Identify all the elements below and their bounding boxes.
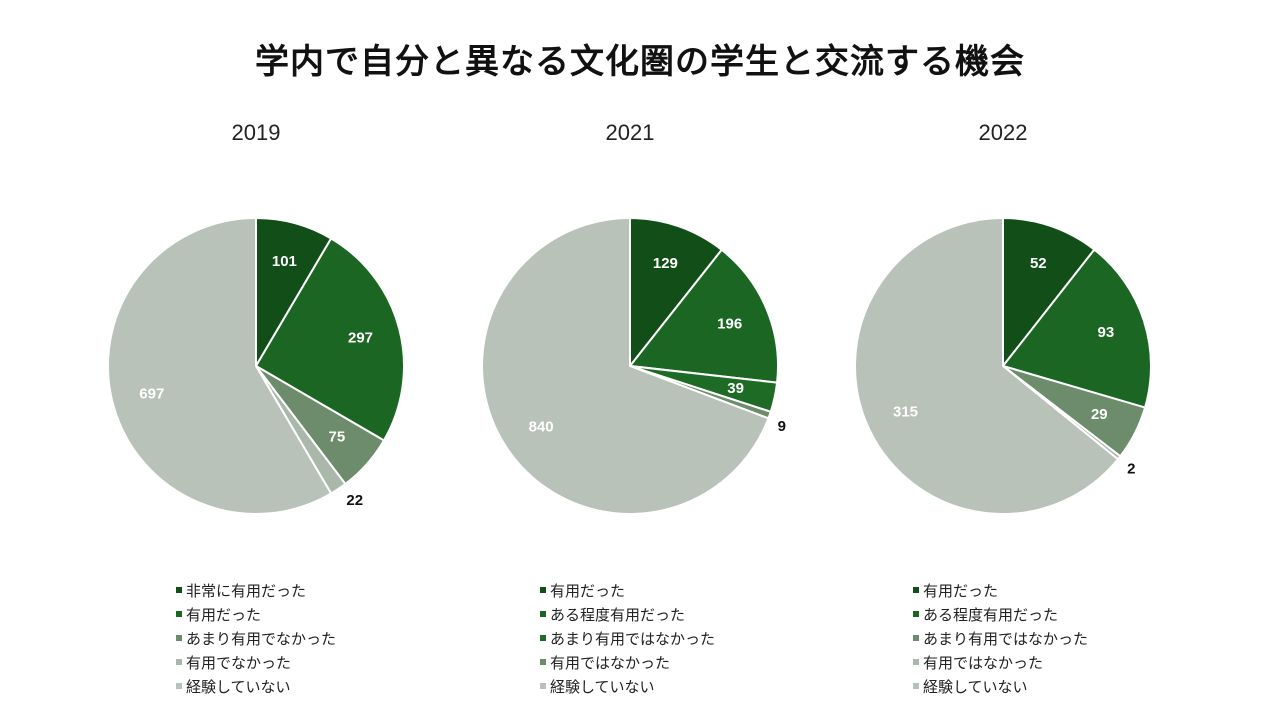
legend-swatch	[540, 635, 546, 641]
pie-data-label: 840	[529, 418, 554, 435]
pie-slice	[481, 216, 770, 515]
pie-data-label: 75	[329, 429, 346, 446]
legend-label: ある程度有用だった	[923, 605, 1059, 624]
legend-swatch	[540, 587, 546, 593]
pie-title-2021: 2021	[605, 120, 655, 145]
legend-swatch	[913, 587, 919, 593]
pie-panel-2019: 2019 101 297 75 22 697 非常に有用だった 有用だったあまり有用でなか…	[66, 0, 446, 720]
legend-swatch	[913, 635, 919, 641]
legend-swatch	[540, 659, 546, 665]
legend-2021: 有用だったある程度有用だったあまり有用ではなかった 有用ではなかった 経験していない	[540, 578, 715, 698]
legend-swatch	[913, 683, 919, 689]
pie-data-label: 9	[778, 418, 786, 435]
legend-label: 有用ではなかった	[550, 653, 671, 672]
pie-data-label: 129	[653, 255, 678, 272]
legend-label: 有用だった	[186, 605, 262, 624]
legend-label: 有用でなかった	[186, 653, 292, 672]
legend-item: ある程度有用だった	[913, 602, 1088, 626]
legend-swatch	[540, 683, 546, 689]
legend-item: 有用ではなかった	[540, 650, 715, 674]
pie-chart-2021: 129 196 39 9 840	[481, 216, 786, 515]
legend-2022: 有用だったある程度有用だったあまり有用ではなかった 有用ではなかった 経験していない	[913, 578, 1088, 698]
legend-item: 有用だった	[540, 578, 715, 602]
pie-data-label: 22	[346, 492, 363, 509]
legend-label: 有用ではなかった	[923, 653, 1044, 672]
pie-data-label: 196	[717, 315, 742, 332]
legend-label: あまり有用でなかった	[186, 629, 337, 648]
legend-swatch	[176, 635, 182, 641]
legend-label: 非常に有用だった	[186, 581, 307, 600]
legend-item: 経験していない	[176, 674, 336, 698]
pie-slice	[628, 248, 779, 384]
legend-item: 経験していない	[913, 674, 1088, 698]
chart-title: 学内で自分と異なる文化圏の学生と交流する機会	[255, 42, 1025, 82]
pie-data-label: 101	[272, 253, 297, 270]
pie-title-2022: 2022	[978, 120, 1028, 145]
pie-data-label: 29	[1091, 406, 1108, 423]
legend-item: 有用ではなかった	[913, 650, 1088, 674]
pie-panel-2022: 2022 52 93 29 2 315 有用だったある程度有用だったあまり有用ではなかっ…	[813, 0, 1193, 720]
pie-title-2019: 2019	[231, 120, 281, 145]
legend-label: ある程度有用だった	[550, 605, 686, 624]
pie-chart-2022: 52 93 29 2 315	[854, 216, 1152, 515]
pie-data-label: 315	[893, 403, 918, 420]
legend-item: あまり有用でなかった	[176, 626, 336, 650]
pie-slice	[1001, 248, 1152, 409]
legend-item: ある程度有用だった	[540, 602, 715, 626]
legend-swatch	[176, 683, 182, 689]
legend-item: 有用でなかった	[176, 650, 336, 674]
legend-item: あまり有用ではなかった	[913, 626, 1088, 650]
legend-label: 有用だった	[550, 581, 626, 600]
legend-item: 経験していない	[540, 674, 715, 698]
legend-label: 有用だった	[923, 581, 999, 600]
legend-item: 有用だった	[913, 578, 1088, 602]
legend-2019: 非常に有用だった 有用だったあまり有用でなかった 有用でなかった 経験していない	[176, 578, 336, 698]
pie-data-label: 39	[727, 380, 744, 397]
pie-data-label: 52	[1030, 255, 1047, 272]
legend-item: あまり有用ではなかった	[540, 626, 715, 650]
legend-swatch	[176, 587, 182, 593]
pie-data-label: 93	[1098, 324, 1115, 341]
legend-swatch	[176, 659, 182, 665]
pie-slice	[107, 216, 333, 515]
legend-label: 経験していない	[550, 677, 655, 696]
legend-item: 非常に有用だった	[176, 578, 336, 602]
legend-label: あまり有用ではなかった	[923, 629, 1089, 648]
pie-chart-2019: 101 297 75 22 697	[107, 216, 405, 515]
legend-item: 有用だった	[176, 602, 336, 626]
legend-swatch	[540, 611, 546, 617]
pie-data-label: 2	[1127, 461, 1135, 478]
legend-label: 経験していない	[186, 677, 291, 696]
pie-data-label: 697	[139, 385, 164, 402]
legend-label: 経験していない	[923, 677, 1028, 696]
pie-slice	[629, 216, 724, 369]
legend-label: あまり有用ではなかった	[550, 629, 716, 648]
legend-swatch	[913, 611, 919, 617]
pie-slice	[1002, 216, 1096, 369]
legend-swatch	[913, 659, 919, 665]
pie-panel-2021: 2021 129 196 39 9 840 有用だったある程度有用だったあまり有用ではな…	[440, 0, 820, 720]
legend-swatch	[176, 611, 182, 617]
pie-data-label: 297	[348, 330, 373, 347]
pie-slice	[254, 237, 405, 442]
pie-slice	[854, 216, 1120, 515]
